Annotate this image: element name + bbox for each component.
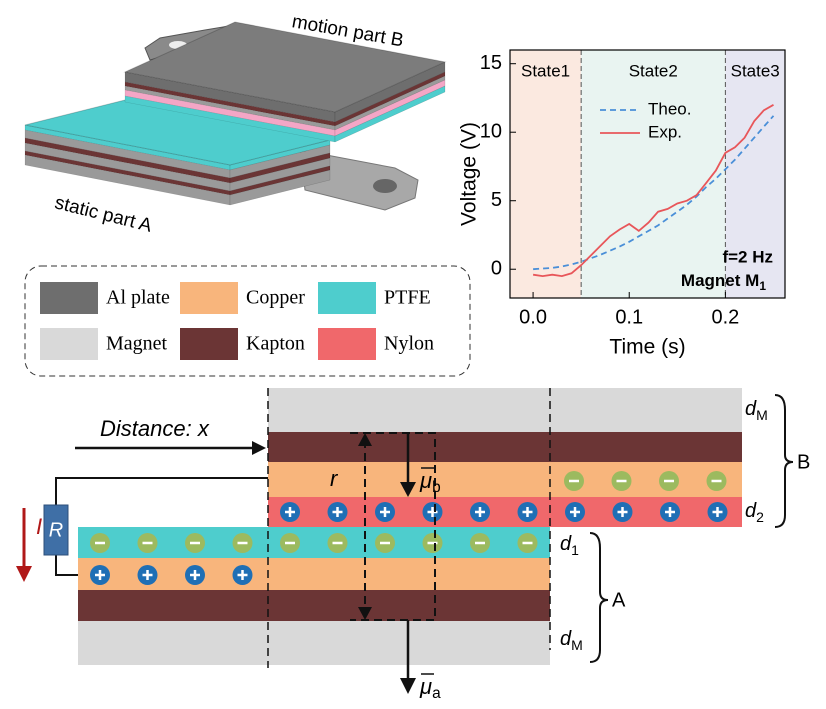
symbol-label: d2 [745, 500, 764, 524]
annotation-sub: 1 [759, 279, 766, 293]
resistor [43, 504, 69, 556]
state-label: State1 [521, 61, 570, 80]
distance-label: Distance: x [100, 416, 210, 441]
layer-side [334, 85, 446, 143]
series-line [533, 115, 775, 271]
legend-swatch [318, 282, 376, 314]
symbol: d [745, 500, 757, 522]
chart: State1 State2 State3 0 5 10 15 0.0 0.1 0.2 Time (s… [458, 49, 786, 359]
part-b-label: B [797, 451, 810, 473]
subscript: a [432, 685, 441, 702]
wire [55, 477, 268, 576]
state-region [581, 50, 726, 298]
legend-swatch [40, 328, 98, 360]
subscript: 1 [571, 542, 579, 558]
x-tick-label: 0.0 [519, 306, 547, 328]
symbol-label: dM [745, 398, 768, 422]
brace [774, 394, 794, 528]
symbol-label: dM [560, 628, 583, 652]
legend-swatch [180, 282, 238, 314]
layer [268, 388, 742, 432]
arrowhead [400, 482, 416, 497]
subscript: b [432, 479, 441, 496]
legend-label: Kapton [246, 333, 305, 355]
layer [78, 590, 550, 621]
x-tick-label: 0.2 [711, 306, 739, 328]
arrowhead [16, 566, 32, 582]
legend-swatch [40, 282, 98, 314]
legend-label: Nylon [384, 333, 434, 355]
y-tick-label: 5 [491, 189, 502, 211]
legend-label: Magnet [106, 333, 168, 355]
annotation: Magnet M1 [681, 271, 766, 293]
annotation-text: Magnet M [681, 271, 759, 290]
symbol: d [560, 533, 572, 555]
legend-label: Exp. [648, 122, 682, 141]
y-tick-label: 15 [480, 52, 502, 74]
layer [268, 432, 742, 462]
legend-swatch [318, 328, 376, 360]
annotation: f=2 Hz [722, 247, 773, 266]
brace [589, 532, 609, 663]
y-tick-label: 0 [491, 258, 502, 280]
legend-label: Al plate [106, 287, 170, 309]
state-region [725, 50, 785, 298]
state-label: State3 [731, 61, 780, 80]
symbol-label: μb [419, 468, 441, 496]
plot-frame [509, 49, 786, 299]
resistor-label: R [49, 519, 63, 541]
current-label: I [36, 514, 42, 539]
arrowhead [400, 678, 416, 694]
legend-label: Theo. [648, 99, 691, 118]
symbol: μ [419, 674, 432, 699]
y-axis-label: Voltage (V) [458, 122, 481, 226]
state-label: State2 [629, 61, 678, 80]
layer-top [123, 21, 447, 113]
tab-hole [373, 179, 397, 193]
symbol-label: μa [419, 674, 441, 702]
legend-label: Copper [246, 287, 305, 309]
symbol: d [560, 628, 572, 650]
device-illustration [24, 21, 447, 211]
layer-side [229, 169, 331, 206]
dashed-frame [350, 432, 436, 621]
x-axis-label: Time (s) [609, 336, 685, 359]
symbol: d [745, 398, 757, 420]
state-region [510, 50, 582, 298]
y-tick-label: 10 [480, 120, 502, 142]
static-label: static part A [53, 192, 155, 236]
subscript: M [756, 407, 768, 423]
x-tick-label: 0.1 [615, 306, 643, 328]
series-line [532, 104, 774, 278]
arrowhead [252, 441, 266, 455]
subscript: M [571, 637, 583, 653]
layer [78, 621, 550, 665]
legend-swatch [180, 328, 238, 360]
subscript: 2 [756, 509, 764, 525]
part-a-label: A [612, 589, 626, 611]
symbol-label: d1 [560, 533, 579, 557]
legend-label: PTFE [384, 287, 431, 309]
symbol: μ [419, 468, 432, 493]
r-label: r [330, 466, 339, 491]
